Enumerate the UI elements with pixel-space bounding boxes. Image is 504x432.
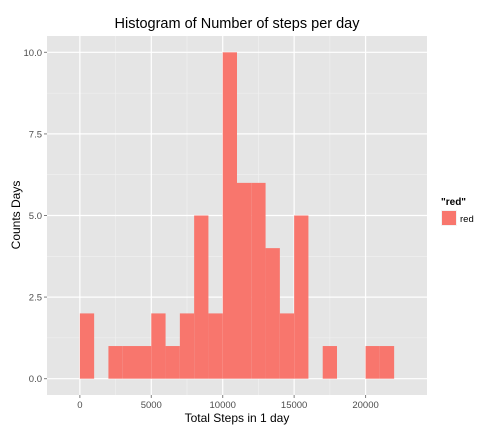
histogram-bar: [379, 346, 395, 379]
x-tick-label: 10000: [210, 400, 236, 411]
histogram-bar: [79, 313, 95, 379]
chart-title: Histogram of Number of steps per day: [115, 16, 361, 32]
y-tick-label: 2.5: [29, 293, 42, 304]
y-axis-ticks: 0.0 2.5 5.0 7.5 10.0: [24, 48, 47, 385]
histogram-bar: [294, 215, 309, 379]
histogram-bar: [365, 346, 380, 379]
histogram-bar: [265, 248, 280, 379]
histogram-bar: [208, 313, 223, 379]
histogram-bar: [222, 52, 237, 379]
y-tick-label: 10.0: [24, 48, 43, 59]
histogram-bar: [251, 182, 266, 379]
histogram-bar: [237, 182, 252, 379]
x-tick-label: 20000: [352, 400, 378, 411]
x-axis-title: Total Steps in 1 day: [185, 411, 290, 425]
histogram-bar: [322, 346, 337, 379]
histogram-bar: [194, 215, 209, 379]
histogram-bar: [137, 346, 152, 379]
x-tick-label: 0: [77, 400, 82, 411]
histogram-bar: [165, 346, 180, 379]
histogram-bars: [79, 52, 395, 379]
legend-swatch: [442, 211, 456, 225]
legend-title: "red": [441, 197, 466, 208]
histogram-bar: [108, 346, 123, 379]
histogram-bar: [151, 313, 166, 379]
x-axis-ticks: 0 5000 10000 15000 20000: [77, 395, 379, 411]
legend-label: red: [460, 214, 474, 225]
y-tick-label: 5.0: [29, 211, 42, 222]
y-tick-label: 0.0: [29, 374, 42, 385]
y-axis-title: Counts Days: [9, 181, 23, 250]
histogram-bar: [279, 313, 295, 379]
x-tick-label: 5000: [141, 400, 162, 411]
x-tick-label: 15000: [281, 400, 307, 411]
legend: "red" red: [441, 197, 474, 226]
histogram-bar: [122, 346, 137, 379]
y-tick-label: 7.5: [29, 129, 42, 140]
histogram-bar: [179, 313, 195, 379]
